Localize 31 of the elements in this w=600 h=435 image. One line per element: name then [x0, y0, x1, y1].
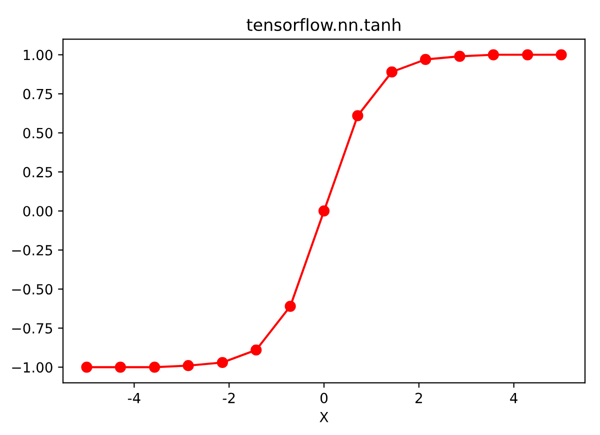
- point: [454, 50, 466, 62]
- y-tick-label: 0.50: [23, 128, 52, 138]
- point: [522, 49, 534, 60]
- x-tick-label: -2: [222, 392, 235, 404]
- y-tick-label: −1.00: [12, 362, 52, 373]
- y-tick-label: 0.25: [23, 166, 52, 178]
- y-tick-label: −0.50: [12, 284, 52, 295]
- point: [216, 356, 228, 368]
- point: [352, 110, 364, 122]
- y-tick-label: 0.00: [23, 206, 52, 216]
- point: [114, 362, 126, 373]
- point: [81, 362, 92, 373]
- x-tick-label: -4: [128, 392, 140, 404]
- y-tick-label: 0.75: [23, 88, 52, 100]
- x-tick-label: 0: [320, 392, 328, 404]
- y-tick-label: −0.75: [12, 323, 52, 334]
- point: [318, 205, 330, 217]
- point: [420, 54, 432, 66]
- point: [488, 49, 499, 60]
- point: [250, 344, 262, 356]
- point: [284, 300, 296, 312]
- x-axis-title: X: [320, 412, 328, 422]
- y-tick-label: −0.25: [12, 244, 52, 256]
- x-tick-label: 2: [416, 392, 422, 404]
- y-tick-label: 1.00: [24, 50, 52, 60]
- chart-title: tensorflow.nn.tanh: [246, 18, 400, 32]
- point: [556, 49, 567, 60]
- point: [149, 362, 160, 373]
- point: [386, 66, 398, 78]
- point: [182, 360, 194, 372]
- x-tick-label: 4: [510, 392, 518, 404]
